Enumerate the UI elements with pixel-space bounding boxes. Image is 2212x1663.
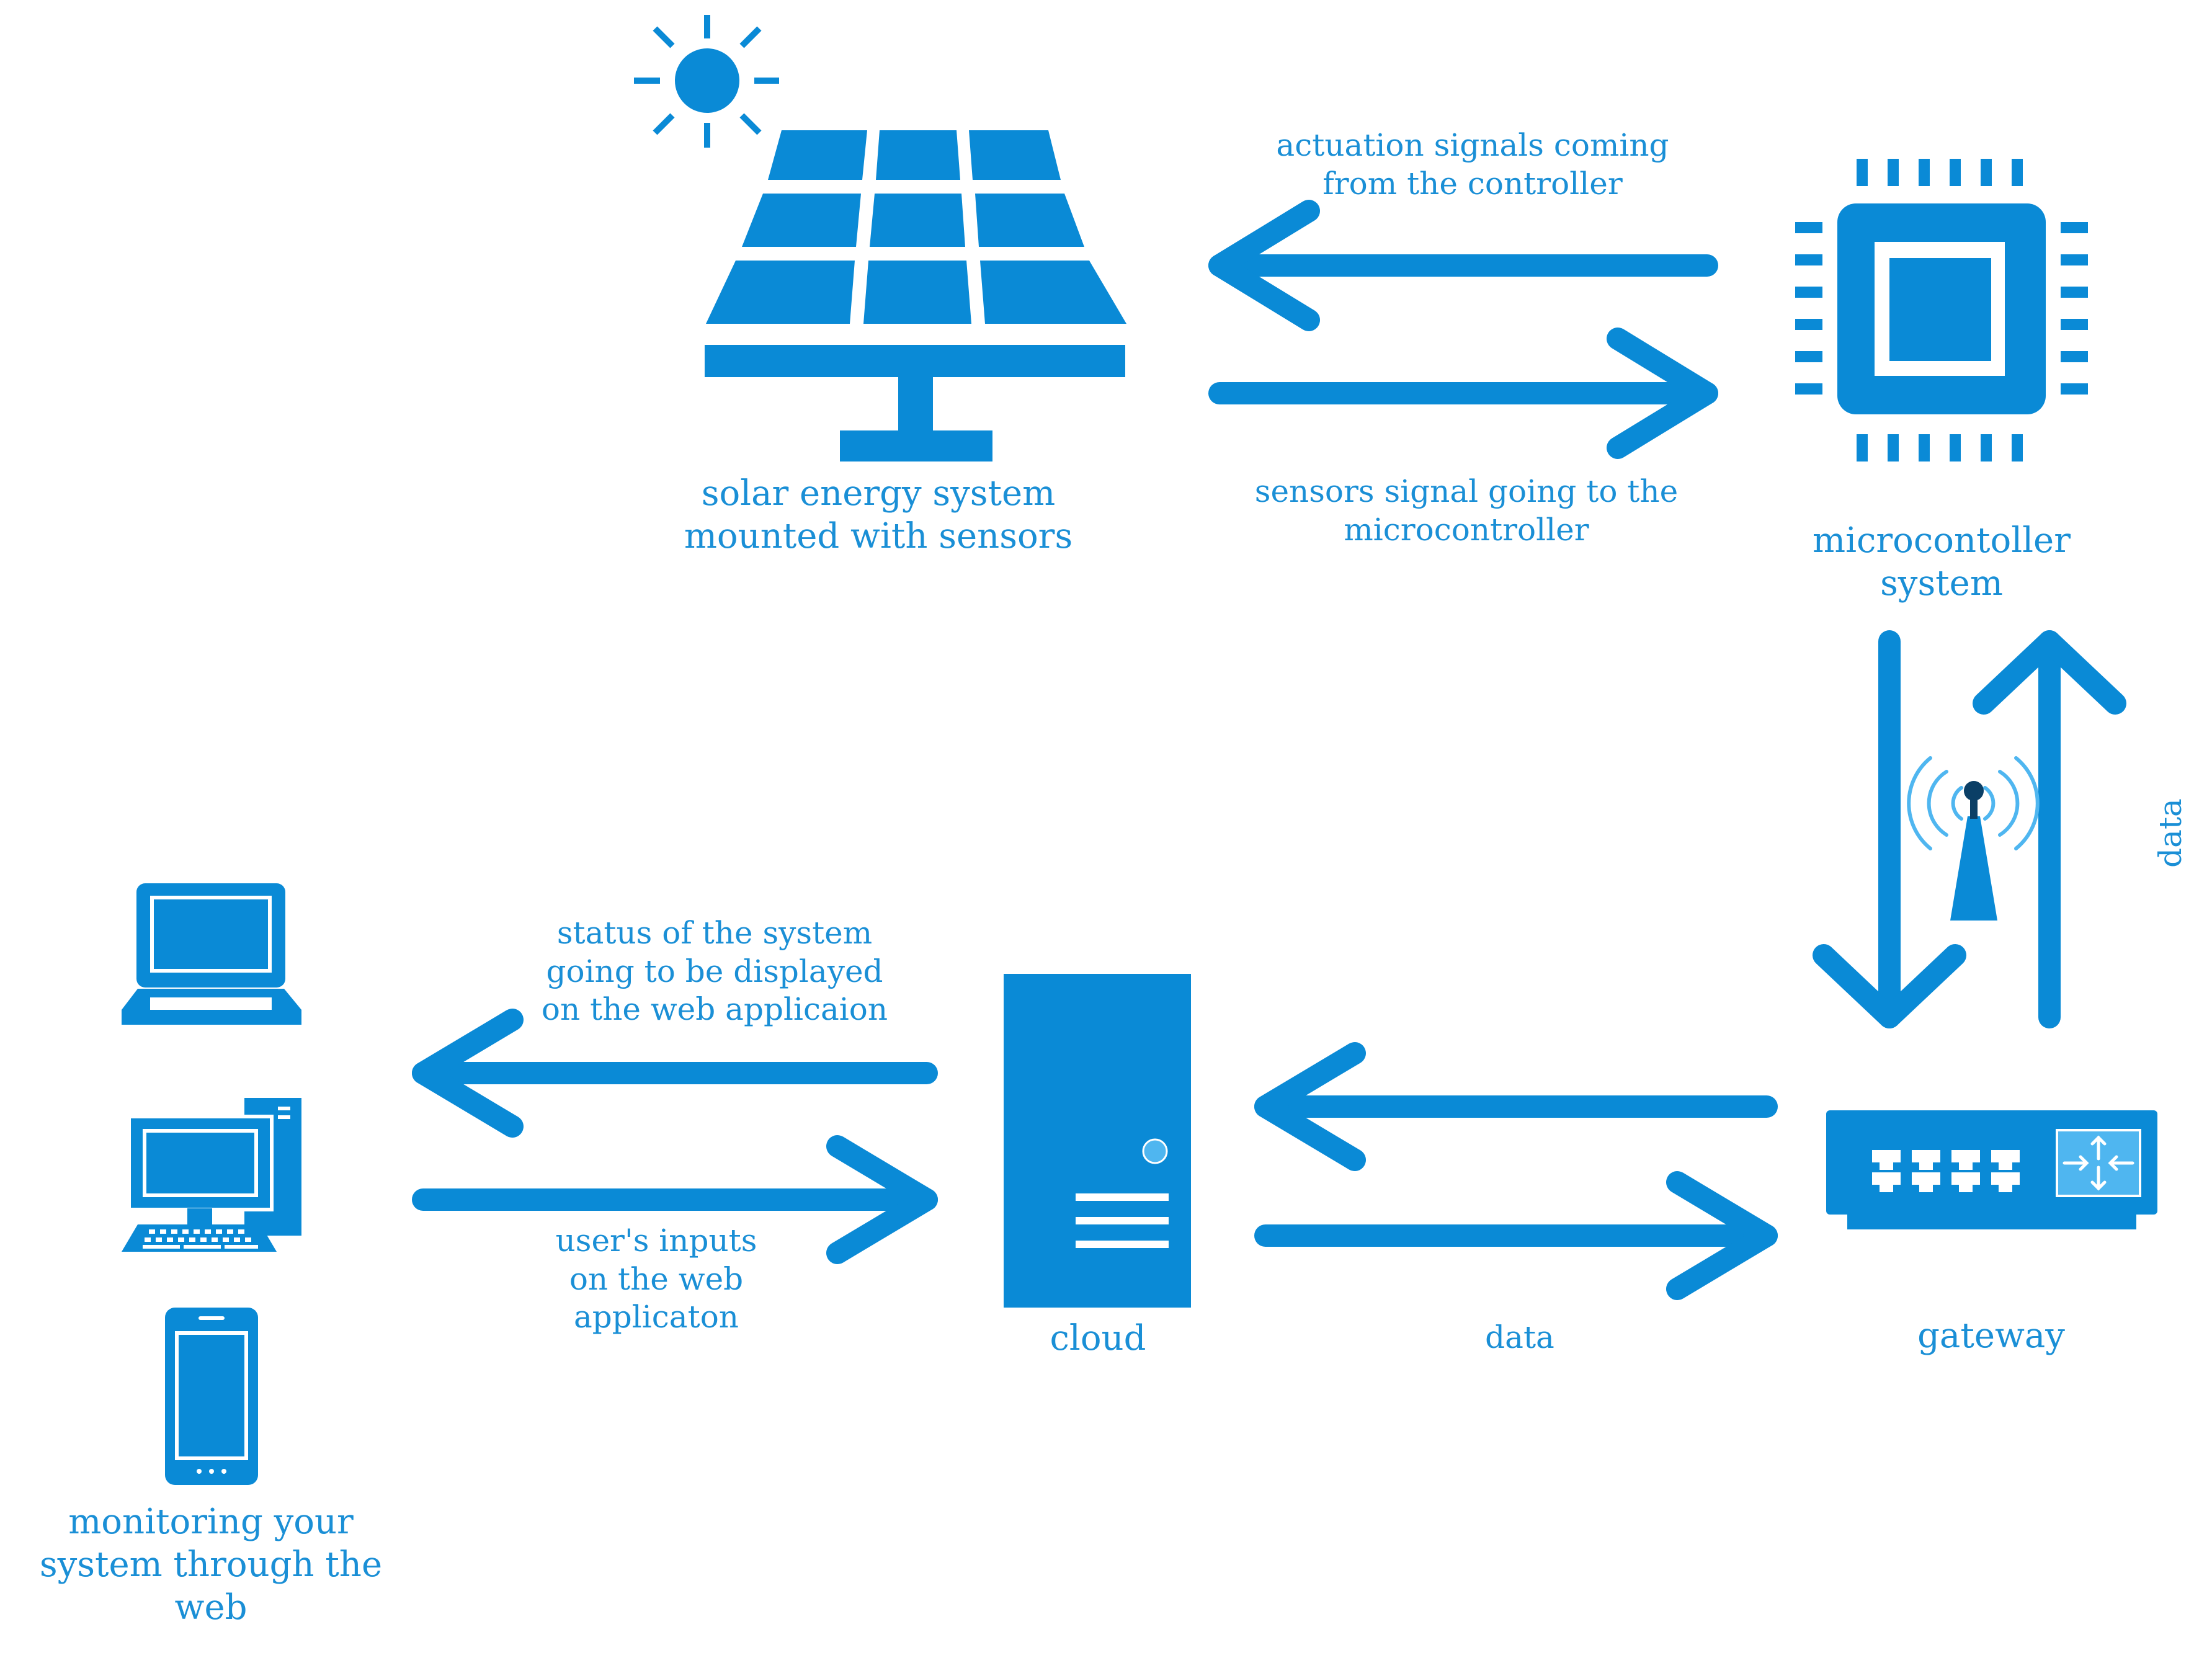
- sun-icon: [634, 15, 779, 148]
- status-label: status of the system going to be display…: [541, 915, 888, 1027]
- solar-system-label: solar energy system mounted with sensors: [684, 473, 1073, 556]
- cloud-label: cloud: [1050, 1318, 1146, 1358]
- desktop-computer-icon: [122, 1098, 301, 1252]
- data-vertical-label: data: [2152, 798, 2188, 868]
- arrow-gateway-up: [1973, 630, 2126, 1028]
- arrow-actuation-left: [1208, 200, 1718, 331]
- data-horizontal-label: data: [1485, 1319, 1554, 1355]
- microchip-icon: [1795, 159, 2088, 461]
- actuation-signals-label: actuation signals coming from the contro…: [1276, 127, 1669, 202]
- router-icon: [1826, 1110, 2157, 1229]
- laptop-icon: [122, 883, 301, 1025]
- sensors-signal-label: sensors signal going to the microcontrol…: [1254, 473, 1679, 548]
- server-tower-icon: [1004, 974, 1191, 1308]
- arrow-cloud-to-gateway: [1254, 1171, 1778, 1300]
- smartphone-icon: [165, 1308, 258, 1485]
- arrow-sensors-right: [1208, 328, 1718, 459]
- antenna-icon: [1907, 756, 2040, 921]
- gateway-label: gateway: [1917, 1316, 2065, 1356]
- arrow-gateway-to-cloud: [1254, 1042, 1778, 1171]
- solar-panel-icon: [705, 130, 1126, 461]
- arrow-micro-down: [1813, 630, 1966, 1028]
- arrow-web-to-cloud: [412, 1135, 938, 1264]
- user-inputs-label: user's inputs on the web applicaton: [555, 1223, 757, 1335]
- arrows: [412, 200, 2126, 1300]
- microcontroller-label: microcontoller system: [1813, 520, 2071, 604]
- monitoring-label: monitoring your system through the web: [39, 1502, 383, 1628]
- arrow-cloud-to-web: [412, 1009, 938, 1138]
